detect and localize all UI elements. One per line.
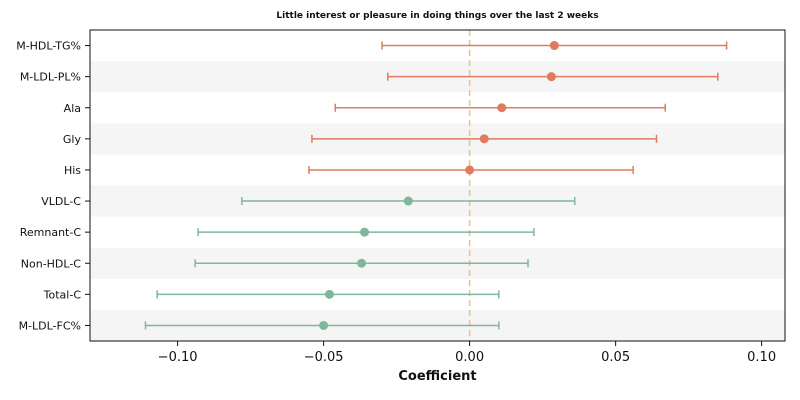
y-tick-label: VLDL-C [41, 195, 81, 208]
y-tick-label: M-LDL-FC% [19, 319, 81, 332]
x-tick-label: −0.05 [304, 350, 344, 365]
point-estimate [324, 289, 334, 299]
point-estimate [549, 41, 559, 51]
y-tick-label: M-LDL-PL% [20, 71, 81, 84]
chart-marks [144, 41, 728, 330]
point-estimate [359, 227, 369, 237]
y-tick-label: His [64, 164, 81, 177]
x-axis-label: Coefficient [398, 369, 476, 384]
x-tick-label: 0.00 [455, 350, 484, 365]
y-tick-label: Total-C [43, 288, 82, 301]
point-estimate [546, 72, 556, 82]
point-estimate [497, 103, 507, 113]
plot-frame [89, 29, 786, 342]
point-estimate [403, 196, 413, 206]
x-axis-ticks: −0.10 −0.05 0.00 0.05 0.10 [158, 341, 776, 365]
chart-title: Little interest or pleasure in doing thi… [276, 11, 599, 21]
x-tick-label: 0.05 [601, 350, 630, 365]
y-tick-label: M-HDL-TG% [16, 40, 81, 53]
point-estimate [479, 134, 489, 144]
y-tick-label: Gly [63, 133, 82, 146]
y-tick-label: Remnant-C [20, 226, 82, 239]
point-estimate [465, 165, 475, 175]
x-tick-label: 0.10 [747, 350, 776, 365]
y-tick-label: Non-HDL-C [21, 257, 82, 270]
y-tick-label: Ala [64, 102, 81, 115]
point-estimate [319, 320, 329, 330]
point-estimate [357, 258, 367, 268]
x-tick-label: −0.10 [158, 350, 198, 365]
y-axis-labels: M-HDL-TG% M-LDL-PL% Ala Gly His VLDL-C Remnant… [16, 40, 90, 332]
